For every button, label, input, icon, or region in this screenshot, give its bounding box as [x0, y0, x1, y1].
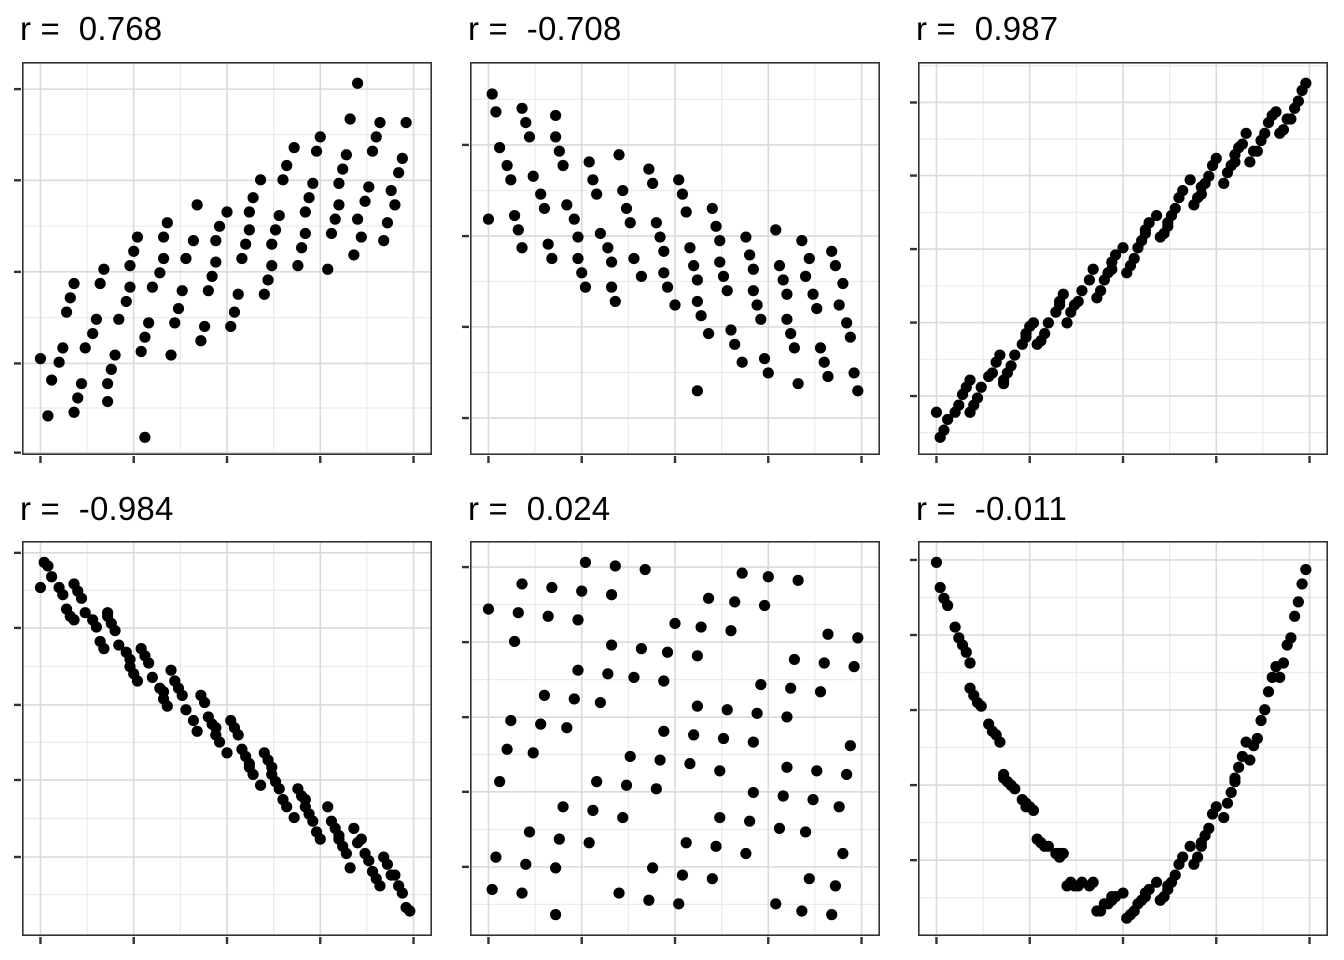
scatter-plot: [906, 538, 1330, 947]
scatter-panel-cell-4: r = -0.984: [0, 480, 448, 960]
scatter-plot: [906, 59, 1330, 466]
panel-title: r = -0.984: [20, 490, 174, 527]
scatter-plot: [10, 59, 434, 466]
scatter-plot-canvas: [14, 62, 432, 463]
panel-title: r = -0.708: [468, 10, 622, 47]
scatter-plot: [458, 59, 882, 466]
panel-title: r = 0.987: [916, 10, 1059, 47]
scatter-plot-canvas: [462, 541, 880, 944]
scatter-plot-canvas: [910, 541, 1328, 944]
panel-title: r = 0.768: [20, 10, 163, 47]
panel-title: r = -0.011: [916, 490, 1068, 527]
scatter-plot-canvas: [462, 62, 880, 463]
scatter-plot: [10, 538, 434, 947]
scatter-panel-cell-6: r = -0.011: [896, 480, 1344, 960]
scatter-plot-canvas: [910, 62, 1328, 463]
panel-title: r = 0.024: [468, 490, 611, 527]
scatter-panel-cell-1: r = 0.768: [0, 0, 448, 480]
scatter-panel-cell-3: r = 0.987: [896, 0, 1344, 480]
scatter-panel-cell-5: r = 0.024: [448, 480, 896, 960]
scatter-panel-cell-2: r = -0.708: [448, 0, 896, 480]
scatter-plot-canvas: [14, 541, 432, 944]
scatter-plot: [458, 538, 882, 947]
